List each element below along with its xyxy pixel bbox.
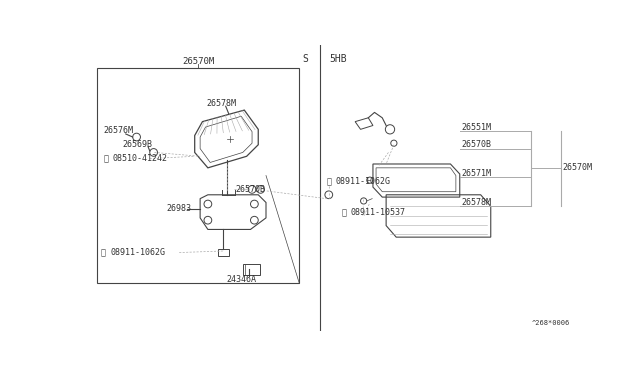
Text: 08510-41242: 08510-41242 xyxy=(113,154,168,163)
Text: 26578M: 26578M xyxy=(206,99,236,108)
Text: Ⓢ: Ⓢ xyxy=(103,154,108,163)
Text: 26570B: 26570B xyxy=(235,185,265,194)
Text: 26570M: 26570M xyxy=(182,57,214,66)
Text: Ⓝ: Ⓝ xyxy=(341,208,346,217)
Text: Ⓝ: Ⓝ xyxy=(101,248,106,257)
Text: 26570M: 26570M xyxy=(563,163,593,172)
Text: 26983: 26983 xyxy=(167,204,192,213)
Text: 26570B: 26570B xyxy=(461,140,492,149)
Text: 26551M: 26551M xyxy=(461,122,492,132)
Text: 08911-10537: 08911-10537 xyxy=(351,208,406,217)
Bar xyxy=(243,264,260,275)
Text: Ⓝ: Ⓝ xyxy=(326,177,332,186)
Text: 08911-1062G: 08911-1062G xyxy=(110,248,165,257)
Text: 24346A: 24346A xyxy=(226,275,256,284)
Text: 08911-1062G: 08911-1062G xyxy=(336,177,391,186)
Text: 5HB: 5HB xyxy=(330,54,347,64)
Text: 26569B: 26569B xyxy=(123,140,152,149)
Text: 26578M: 26578M xyxy=(461,198,492,207)
Text: 26576M: 26576M xyxy=(103,126,133,135)
Text: ^268*0006: ^268*0006 xyxy=(532,320,570,326)
Text: S: S xyxy=(303,54,308,64)
Text: 26571M: 26571M xyxy=(461,169,492,178)
Bar xyxy=(218,249,229,256)
Bar xyxy=(97,68,300,283)
